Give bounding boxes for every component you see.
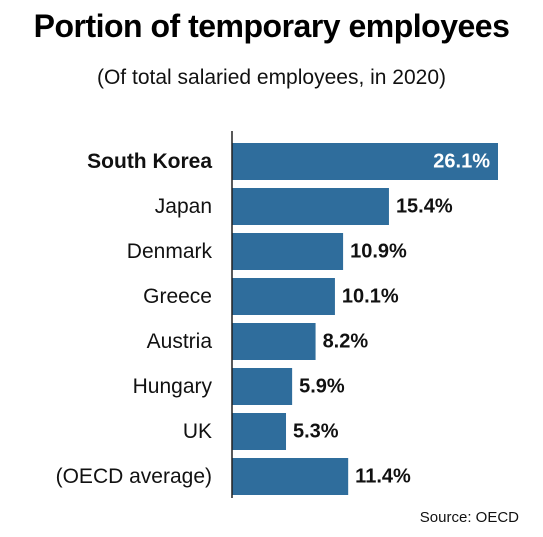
bar-greece	[232, 278, 335, 315]
category-label-hungary: Hungary	[133, 375, 213, 398]
category-label-greece: Greece	[143, 285, 212, 308]
value-label-japan: 15.4%	[396, 196, 453, 218]
bar-japan	[232, 188, 389, 225]
value-label-austria: 8.2%	[323, 331, 369, 353]
category-label-denmark: Denmark	[127, 240, 213, 263]
source-note: Source: OECD	[419, 509, 519, 526]
bar-south-korea	[232, 143, 498, 180]
bar-denmark	[232, 233, 344, 270]
category-label-oecd-average: (OECD average)	[56, 465, 212, 488]
bar-hungary	[232, 368, 293, 405]
bar-oecd-average	[232, 458, 349, 495]
category-label-uk: UK	[183, 420, 212, 443]
bar-uk	[232, 413, 287, 450]
value-label-greece: 10.1%	[342, 286, 399, 308]
bar-austria	[232, 323, 316, 360]
chart-subtitle: (Of total salaried employees, in 2020)	[96, 66, 446, 89]
value-label-denmark: 10.9%	[350, 241, 407, 263]
category-label-south-korea: South Korea	[87, 150, 212, 173]
category-label-japan: Japan	[155, 195, 212, 218]
value-label-hungary: 5.9%	[299, 376, 345, 398]
category-label-austria: Austria	[147, 330, 213, 353]
value-label-south-korea: 26.1%	[433, 151, 490, 173]
value-label-uk: 5.3%	[293, 421, 339, 443]
value-label-oecd-average: 11.4%	[355, 466, 411, 488]
chart-title: Portion of temporary employees	[33, 8, 510, 44]
